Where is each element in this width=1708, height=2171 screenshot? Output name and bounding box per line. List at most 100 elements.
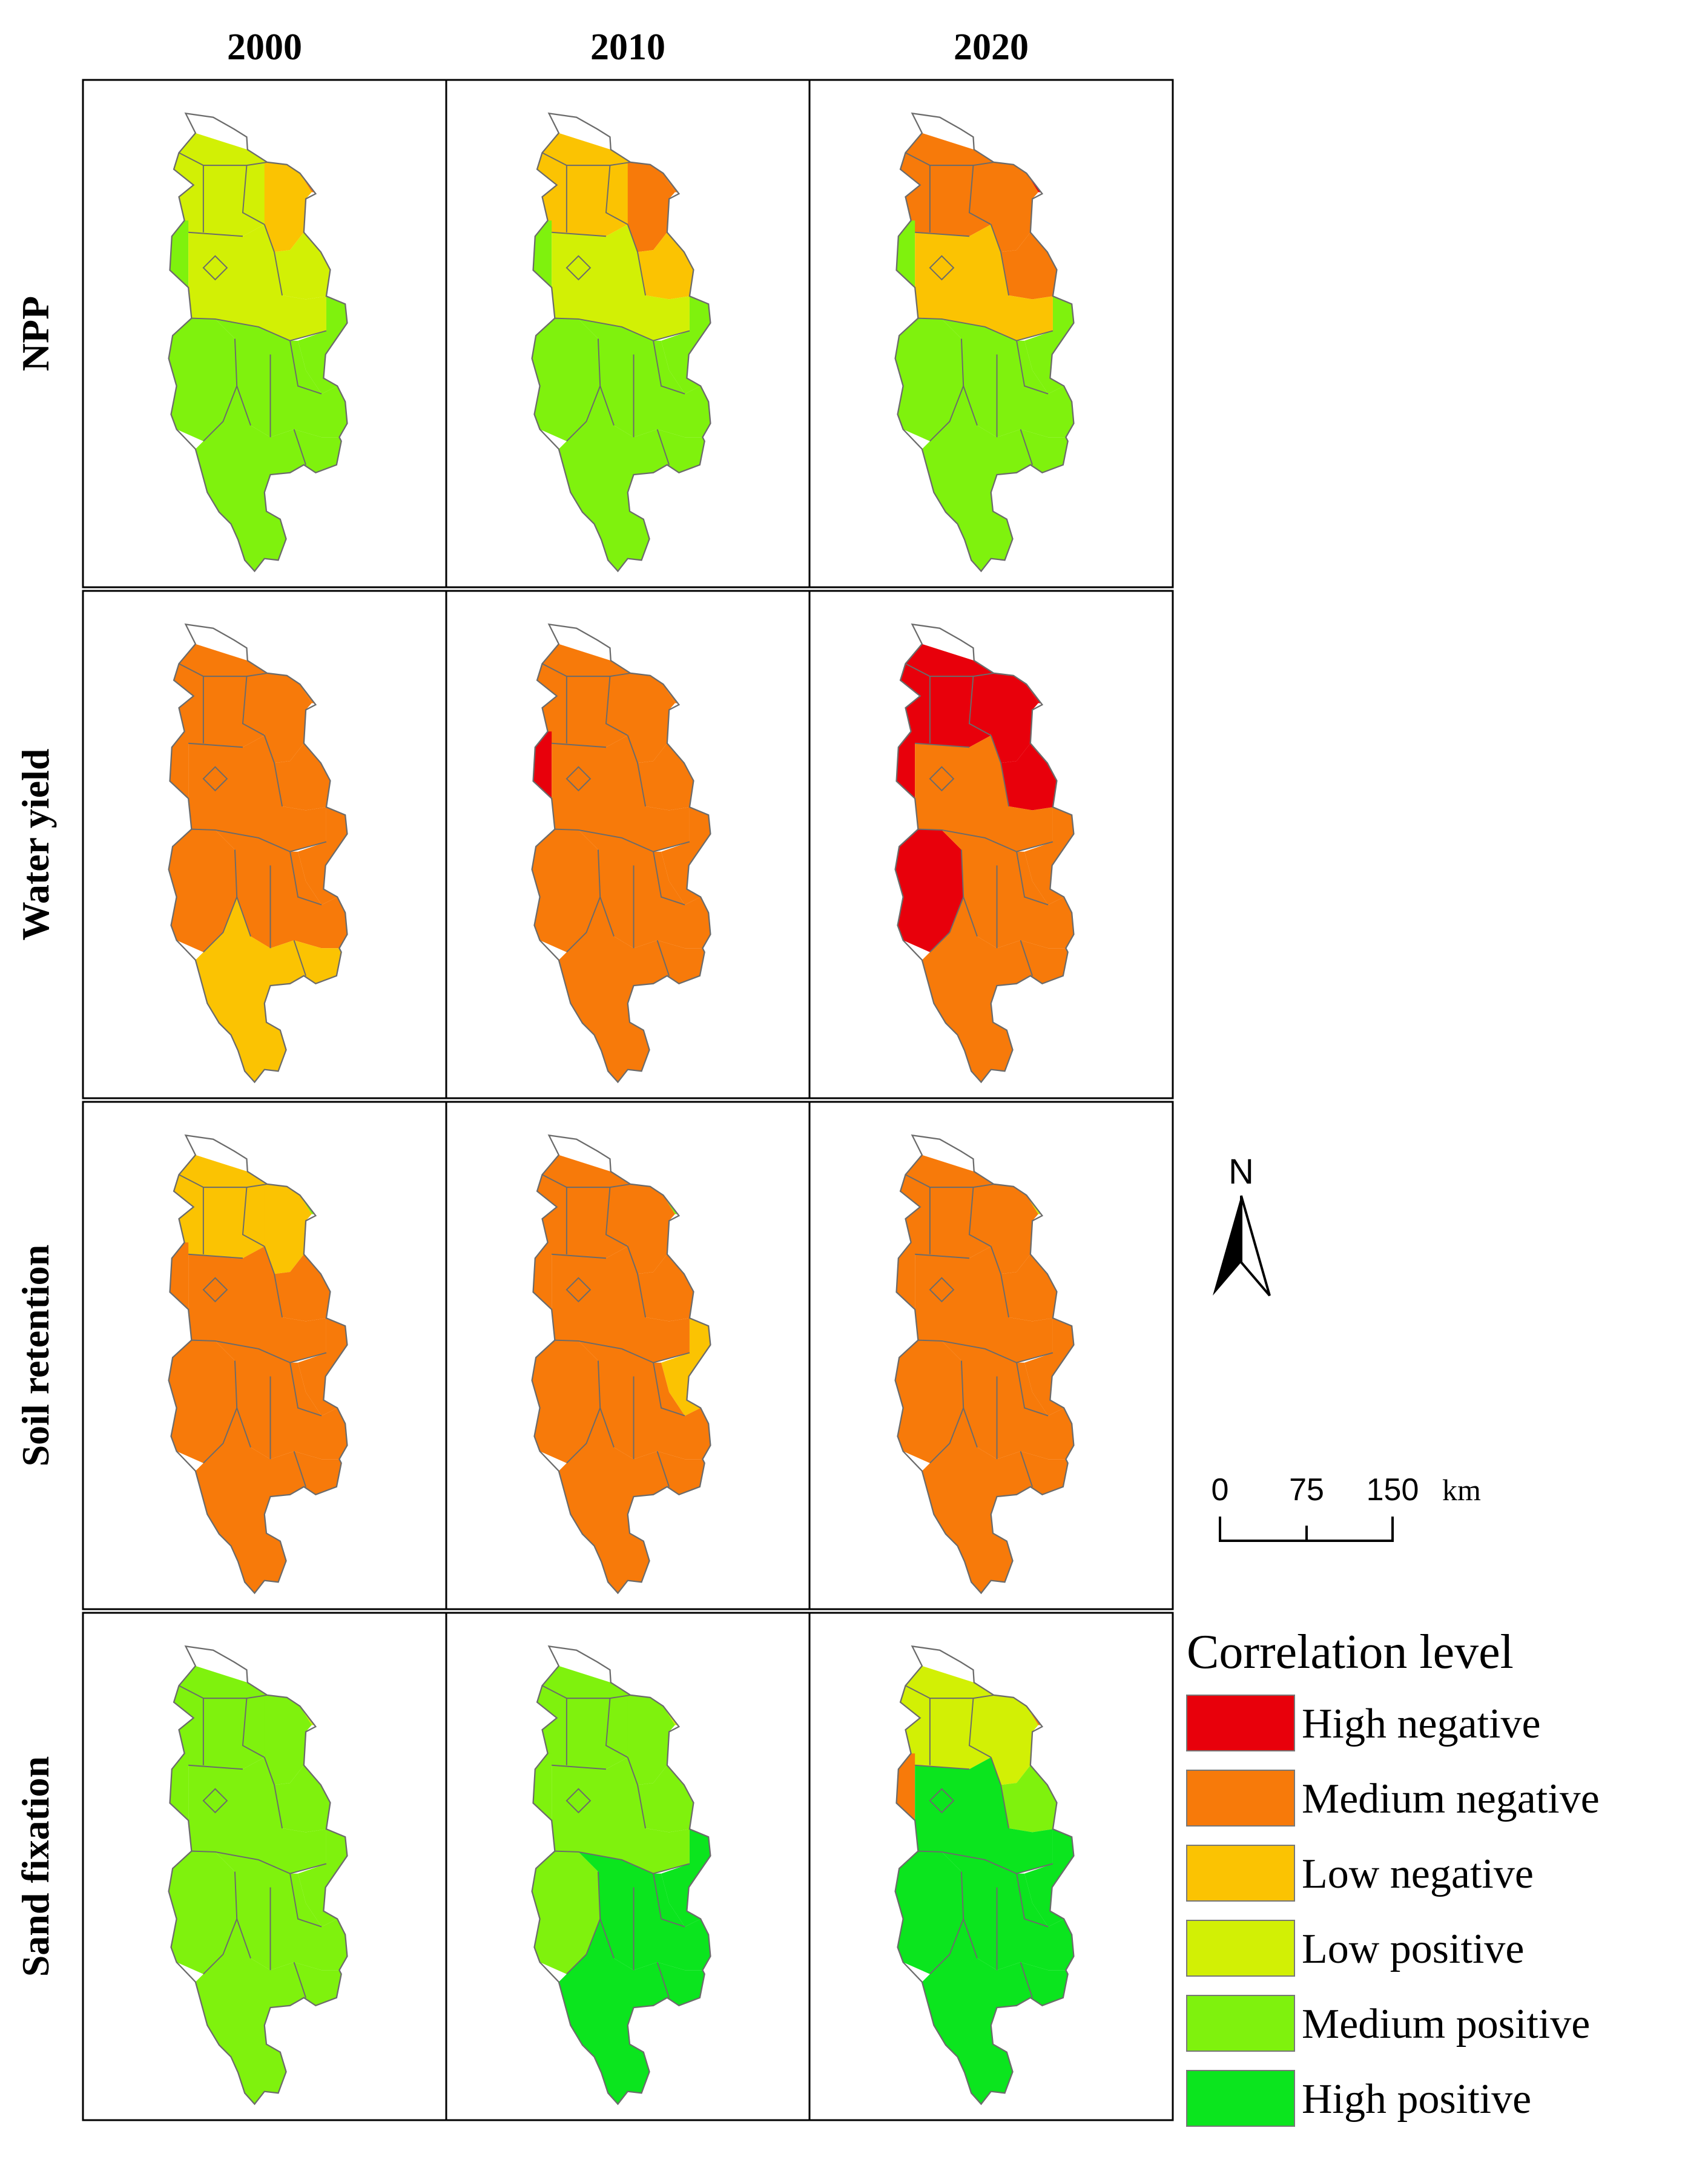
district-boundary xyxy=(202,1788,228,1814)
district-boundary xyxy=(565,1788,592,1814)
region-cn-medium-positive xyxy=(264,1695,312,1785)
map-panel-water-yield-2000 xyxy=(82,590,447,1099)
district-boundary xyxy=(202,766,228,792)
district-boundary xyxy=(990,1246,1010,1318)
district-boundary xyxy=(929,1788,955,1814)
study-area-outline xyxy=(894,1645,1075,2106)
district-boundary xyxy=(263,224,283,296)
district-boundary xyxy=(627,735,647,807)
study-area-outline xyxy=(168,1134,348,1595)
region-c-medium-negative xyxy=(915,735,1053,852)
region-cn-medium-negative xyxy=(627,673,675,763)
region-c-medium-negative xyxy=(552,1246,690,1363)
region-sw-medium-positive xyxy=(168,318,237,441)
year-header-2020: 2020 xyxy=(954,27,1029,68)
study-area-outline xyxy=(531,112,711,573)
district-boundary xyxy=(179,152,268,166)
region-e-medium-positive xyxy=(298,296,348,394)
district-boundary xyxy=(653,340,685,395)
district-boundary xyxy=(293,940,307,977)
region-c-medium-negative xyxy=(188,1246,326,1363)
district-boundary xyxy=(968,1187,992,1247)
map-panel-water-yield-2010 xyxy=(445,590,811,1099)
region-cn-medium-negative xyxy=(264,673,312,763)
region-cn-medium-positive xyxy=(627,1695,675,1785)
study-area-outline xyxy=(168,1645,348,2106)
district-boundary xyxy=(555,1850,690,1874)
region-ce-medium-negative xyxy=(274,1254,331,1322)
region-e-medium-positive xyxy=(298,1829,348,1927)
row-label-npp: NPP xyxy=(14,296,57,371)
district-boundary xyxy=(179,1174,268,1188)
region-e-medium-positive xyxy=(1024,296,1074,394)
district-boundary xyxy=(627,1757,647,1829)
district-boundary xyxy=(293,429,307,466)
district-boundary xyxy=(203,897,238,953)
region-e-low-negative xyxy=(661,1318,711,1416)
map-panel-sand-fixation-2010 xyxy=(445,1612,811,2121)
region-sw-medium-negative xyxy=(532,829,601,952)
district-boundary xyxy=(918,1339,1053,1363)
region-c-medium-positive xyxy=(552,1757,690,1874)
region-cn-medium-negative xyxy=(627,162,675,252)
district-boundary xyxy=(1016,1362,1049,1417)
legend-label-medium-positive: Medium positive xyxy=(1302,2001,1590,2047)
district-boundary xyxy=(1020,429,1034,466)
district-boundary xyxy=(656,940,670,977)
scale-tick-0: 0 xyxy=(1212,1472,1229,1507)
district-boundary xyxy=(234,1871,251,1959)
district-boundary xyxy=(929,1919,964,1975)
district-boundary xyxy=(929,255,955,281)
district-boundary xyxy=(653,1362,685,1417)
region-c-medium-negative xyxy=(915,1246,1053,1363)
district-boundary xyxy=(1020,940,1034,977)
study-area-outline xyxy=(531,1645,711,2106)
region-sc-medium-negative xyxy=(578,829,711,949)
district-boundary xyxy=(552,1764,607,1770)
region-ce-medium-negative xyxy=(638,1254,694,1322)
region-cn-low-positive xyxy=(991,1695,1038,1785)
district-boundary xyxy=(915,742,970,748)
north-arrow: N xyxy=(1213,1152,1271,1297)
region-sc-medium-positive xyxy=(578,318,711,438)
district-boundary xyxy=(542,152,631,166)
district-boundary xyxy=(179,663,268,677)
district-boundary xyxy=(289,851,322,906)
legend: Correlation level High negative Medium neg… xyxy=(1186,1626,1600,2127)
scale-tick-150: 150 xyxy=(1367,1472,1419,1507)
map-panel-sand-fixation-2020 xyxy=(808,1612,1174,2121)
district-boundary xyxy=(188,742,243,748)
study-area-outline xyxy=(531,1134,711,1595)
region-ce-medium-negative xyxy=(274,743,331,811)
district-boundary xyxy=(1016,1873,1049,1928)
region-c-medium-positive xyxy=(188,1757,326,1874)
region-e-medium-negative xyxy=(1024,807,1074,905)
region-cn-low-negative xyxy=(264,162,312,252)
region-ce-medium-negative xyxy=(1001,232,1057,300)
district-boundary xyxy=(552,742,607,748)
study-area-outline xyxy=(168,623,348,1084)
region-sw-medium-positive xyxy=(168,1851,237,1974)
legend-label-high-negative: High negative xyxy=(1302,1701,1541,1747)
district-boundary xyxy=(605,676,628,736)
district-boundary xyxy=(566,1919,601,1975)
legend-title: Correlation level xyxy=(1187,1626,1514,1679)
region-e-high-positive xyxy=(661,1829,711,1927)
district-boundary xyxy=(542,1685,631,1699)
figure-body: 2000 2010 2020 NPP Water yield Soil retention… xyxy=(14,27,1600,2127)
study-area-outline xyxy=(894,1134,1075,1595)
legend-label-low-positive: Low positive xyxy=(1302,1926,1524,1972)
district-boundary xyxy=(915,1253,970,1259)
district-boundary xyxy=(188,1253,243,1259)
district-boundary xyxy=(191,317,327,341)
district-boundary xyxy=(565,1277,592,1303)
district-boundary xyxy=(929,1408,964,1464)
region-cn-low-negative xyxy=(264,1184,312,1274)
region-sc-medium-positive xyxy=(215,1851,348,1971)
region-ce-medium-negative xyxy=(638,743,694,811)
map-panel-soil-retention-2010 xyxy=(445,1101,811,1610)
legend-swatch-low-negative xyxy=(1186,1845,1295,1902)
region-sc-medium-negative xyxy=(941,1340,1074,1460)
district-boundary xyxy=(203,1408,238,1464)
district-boundary xyxy=(990,224,1010,296)
